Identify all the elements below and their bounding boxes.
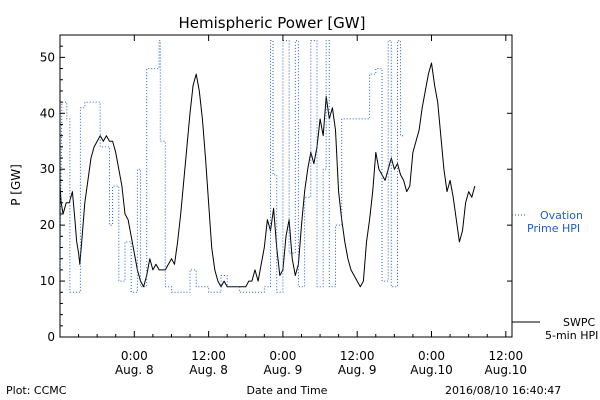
x-tick-time: 12:00 <box>191 349 226 363</box>
legend-ovation-line2: Prime HPI <box>527 222 580 235</box>
x-axis-label: Date and Time <box>247 384 328 397</box>
x-tick-date: Aug.10 <box>485 363 528 377</box>
x-tick-time: 0:00 <box>269 349 296 363</box>
x-tick-time: 12:00 <box>489 349 524 363</box>
footer-credit: Plot: CCMC <box>6 384 67 397</box>
x-tick-date: Aug. 9 <box>338 363 377 377</box>
plot-frame <box>59 34 513 338</box>
x-tick-date: Aug. 9 <box>264 363 303 377</box>
legend: Ovation Prime HPI SWPC 5-min HPI <box>512 209 598 342</box>
ovation-hpi-line <box>59 40 405 293</box>
y-tick-label: 50 <box>40 50 55 64</box>
y-tick-label: 0 <box>47 330 55 344</box>
plot-area <box>59 34 513 338</box>
legend-ovation-line1: Ovation <box>540 209 583 222</box>
y-axis-label: P [GW] <box>9 164 23 206</box>
x-tick-time: 12:00 <box>340 349 375 363</box>
legend-swpc-line1: SWPC <box>563 316 595 329</box>
legend-swpc-line2: 5-min HPI <box>545 329 598 342</box>
y-tick-label: 40 <box>40 106 55 120</box>
series-layer <box>59 40 476 293</box>
x-tick-time: 0:00 <box>121 349 148 363</box>
swpc-hpi-line <box>59 62 476 288</box>
y-tick-label: 10 <box>40 274 55 288</box>
y-tick-label: 30 <box>40 162 55 176</box>
x-tick-date: Aug. 8 <box>189 363 228 377</box>
footer-timestamp: 2016/08/10 16:40:47 <box>445 384 561 397</box>
y-tick-label: 20 <box>40 218 55 232</box>
x-tick-date: Aug.10 <box>410 363 453 377</box>
x-tick-time: 0:00 <box>418 349 445 363</box>
x-tick-date: Aug. 8 <box>115 363 154 377</box>
chart-title: Hemispheric Power [GW] <box>179 14 366 32</box>
